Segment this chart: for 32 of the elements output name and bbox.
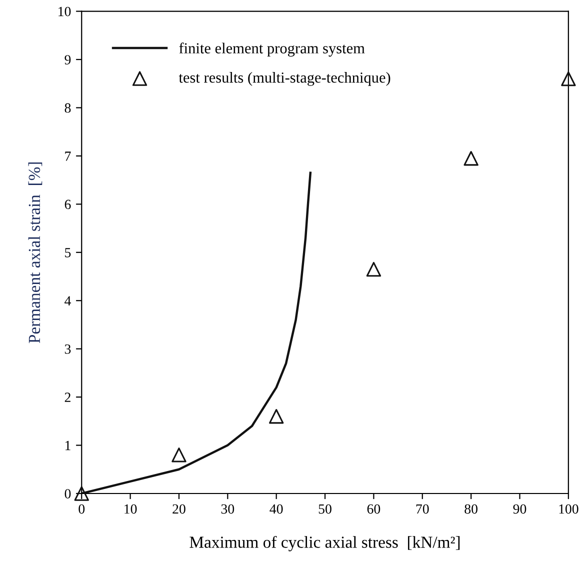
- point: [268, 408, 284, 424]
- legend-label: test results (multi-stage-technique): [178, 72, 390, 86]
- y-tick-label: 6: [64, 200, 71, 210]
- legend-label: finite element program system: [179, 42, 365, 57]
- y-tick-label: 3: [64, 344, 71, 354]
- y-tick-label: 10: [58, 6, 71, 16]
- x-tick-label: 30: [221, 504, 234, 514]
- y-axis-title: Permanent axial strain [%]: [28, 162, 42, 344]
- x-tick-label: 0: [78, 504, 85, 514]
- x-tick-label: 20: [172, 504, 186, 514]
- y-tick-label: 2: [64, 392, 70, 402]
- y-tick-label: 4: [64, 296, 71, 306]
- y-tick-label: 1: [65, 440, 70, 450]
- x-tick-label: 90: [513, 504, 526, 514]
- x-tick-label: 10: [124, 504, 137, 514]
- y-tick-label: 7: [65, 152, 71, 161]
- point: [366, 262, 382, 277]
- x-tick-label: 80: [464, 504, 478, 514]
- x-axis-title: Maximum of cyclic axial stress [kN/m²]: [190, 536, 460, 552]
- point: [74, 486, 89, 501]
- y-tick-label: 8: [64, 103, 71, 113]
- x-tick-label: 60: [367, 504, 380, 514]
- x-tick-label: 50: [318, 504, 332, 514]
- x-tick-label: 70: [416, 504, 429, 514]
- x-tick-label: 100: [559, 504, 578, 514]
- point: [561, 71, 576, 86]
- y-tick-label: 0: [64, 489, 71, 498]
- point: [172, 448, 186, 462]
- y-tick-label: 5: [65, 248, 71, 258]
- x-tick-label: 40: [270, 504, 283, 514]
- y-tick-label: 9: [64, 55, 71, 64]
- point: [464, 151, 478, 166]
